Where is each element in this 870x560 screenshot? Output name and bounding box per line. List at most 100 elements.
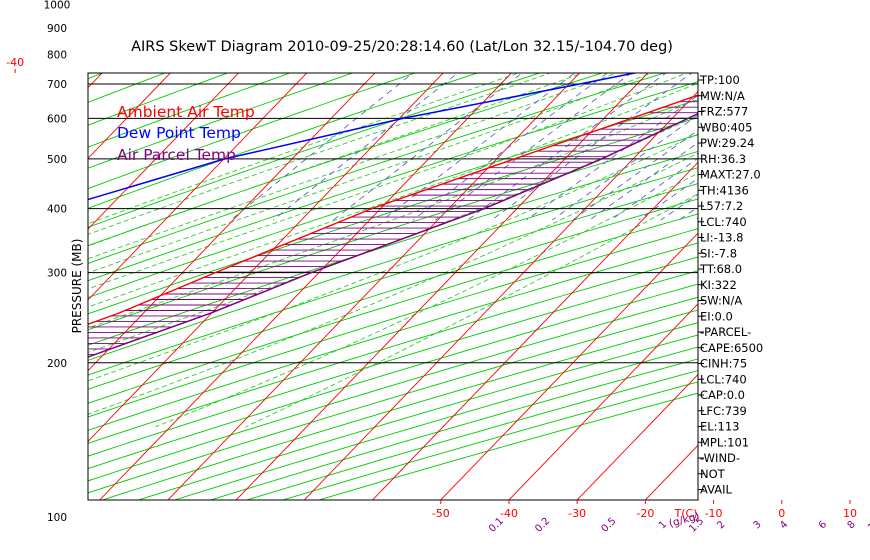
pressure-label: 100 <box>47 512 67 524</box>
dry-adiabat-line <box>88 150 698 346</box>
mixing-ratio-label: 0.2 <box>533 516 552 535</box>
isotherm-line <box>508 303 698 500</box>
bottom-temp-label: -10 <box>705 507 723 520</box>
mixing-ratio-line <box>333 73 523 221</box>
pressure-label: 900 <box>47 23 67 35</box>
index-label: PW:29.24 <box>700 136 754 150</box>
mixing-ratio-label: 10 <box>866 517 870 534</box>
mixing-ratio-label: 4 <box>778 519 790 531</box>
bottom-temp-label: 0 <box>778 507 785 520</box>
isotherm-line <box>88 73 308 301</box>
mixing-ratio-line <box>467 73 667 221</box>
pressure-label: 800 <box>47 49 67 61</box>
top-temperature-labels: -120-110-100-90-80-70-60-50-40 <box>6 56 24 69</box>
mixing-ratio-line <box>660 193 698 221</box>
isotherm-line <box>576 373 698 500</box>
y-axis-label: PRESSURE (MB) <box>70 239 84 334</box>
dry-adiabat-line <box>209 358 698 500</box>
dry-adiabat-line <box>88 228 698 418</box>
mixing-ratio-line <box>552 114 698 221</box>
index-label: SW:N/A <box>700 294 742 308</box>
pressure-labels: 100 200 300 400 500 600 700 800 900 1000 <box>44 0 71 524</box>
bottom-temp-label: 10 <box>843 507 857 520</box>
mixing-ratio-line <box>412 73 608 221</box>
bottom-temp-label: -30 <box>568 507 586 520</box>
index-label: MW:N/A <box>700 89 745 103</box>
bottom-temperature-labels: -50-40-30-20-100102030T(C) <box>432 507 857 520</box>
index-label: WB0:405 <box>700 120 752 134</box>
cape-hatch-area <box>88 95 698 355</box>
dry-adiabat-line <box>88 73 667 264</box>
isotherm-line <box>440 232 698 500</box>
legend-air-parcel-temp: Air Parcel Temp <box>117 146 236 164</box>
dry-adiabat-line <box>88 270 698 457</box>
chart-title: AIRS SkewT Diagram 2010-09-25/20:28:14.6… <box>131 39 673 55</box>
index-label: EL:113 <box>700 420 740 434</box>
isotherm-line <box>88 73 240 230</box>
index-label: -PARCEL- <box>700 325 751 339</box>
legend-dew-point-temp: Dew Point Temp <box>117 124 241 142</box>
dry-adiabat-line <box>88 183 698 376</box>
dry-adiabat-line <box>88 73 417 190</box>
dry-adiabat-line <box>88 134 698 331</box>
index-label: MAXT:27.0 <box>700 168 761 182</box>
index-label: CINH:75 <box>700 357 747 371</box>
pressure-label: 600 <box>47 113 67 125</box>
bottom-temp-label: -50 <box>432 507 450 520</box>
isobar-lines <box>88 83 698 364</box>
pressure-label: 200 <box>47 358 67 370</box>
dry-adiabat-line <box>88 242 698 431</box>
dry-adiabat-line <box>88 213 698 404</box>
isotherm-line <box>88 73 376 372</box>
dry-adiabat-line <box>281 381 698 500</box>
index-label: CAP:0.0 <box>700 388 745 402</box>
index-label: MPL:101 <box>700 435 749 449</box>
isotherm-line <box>0 0 42 540</box>
dry-adiabat-line <box>88 73 542 228</box>
dry-adiabat-line <box>88 73 604 247</box>
mixing-ratio-line <box>526 94 698 221</box>
dry-adiabat-line <box>88 198 698 390</box>
isotherm-line <box>303 90 698 500</box>
mixing-ratio-line <box>491 73 693 221</box>
isotherm-line <box>88 73 103 89</box>
index-label: EI:0.0 <box>700 309 733 323</box>
isotherm-line <box>371 161 698 500</box>
index-label: AVAIL <box>700 483 733 497</box>
mixing-ratio-lines <box>230 73 698 221</box>
index-label: TP:100 <box>699 73 740 87</box>
series-line-dew-point-temp <box>88 73 639 201</box>
mixing-ratio-line <box>638 177 698 221</box>
series-line-air-parcel-temp <box>88 112 698 358</box>
index-label: LFC:739 <box>700 404 747 418</box>
dry-adiabat-line <box>88 256 698 444</box>
sounding-series <box>88 73 698 358</box>
mixing-ratio-line <box>435 73 632 221</box>
bottom-temp-label: -20 <box>636 507 654 520</box>
index-label: LCL:740 <box>700 372 747 386</box>
mixing-ratio-label: 3 <box>751 519 763 531</box>
isotherm-line <box>88 73 444 443</box>
mixing-ratio-line <box>230 73 414 221</box>
isotherm-line <box>644 444 698 500</box>
index-label: LCL:740 <box>700 215 747 229</box>
dry-adiabat-line <box>88 283 698 470</box>
dry-adiabat-line <box>88 309 698 494</box>
isotherm-lines <box>0 0 698 540</box>
index-label: KI:322 <box>700 278 737 292</box>
isotherm-line <box>235 73 649 500</box>
isotherm-line <box>167 73 581 500</box>
bottom-temp-unit-label: T(C) <box>674 507 698 520</box>
isotherm-line <box>88 73 171 160</box>
dry-adiabat-line <box>88 81 698 282</box>
index-label: NOT <box>700 467 726 481</box>
dry-adiabat-line <box>88 73 354 169</box>
mixing-ratio-label: 0.5 <box>599 516 618 535</box>
pressure-label: 400 <box>47 204 67 216</box>
pressure-label: 500 <box>47 154 67 166</box>
bottom-temp-label: -40 <box>500 507 518 520</box>
index-label: LI:-13.8 <box>700 231 743 245</box>
index-label: -WIND- <box>700 451 740 465</box>
